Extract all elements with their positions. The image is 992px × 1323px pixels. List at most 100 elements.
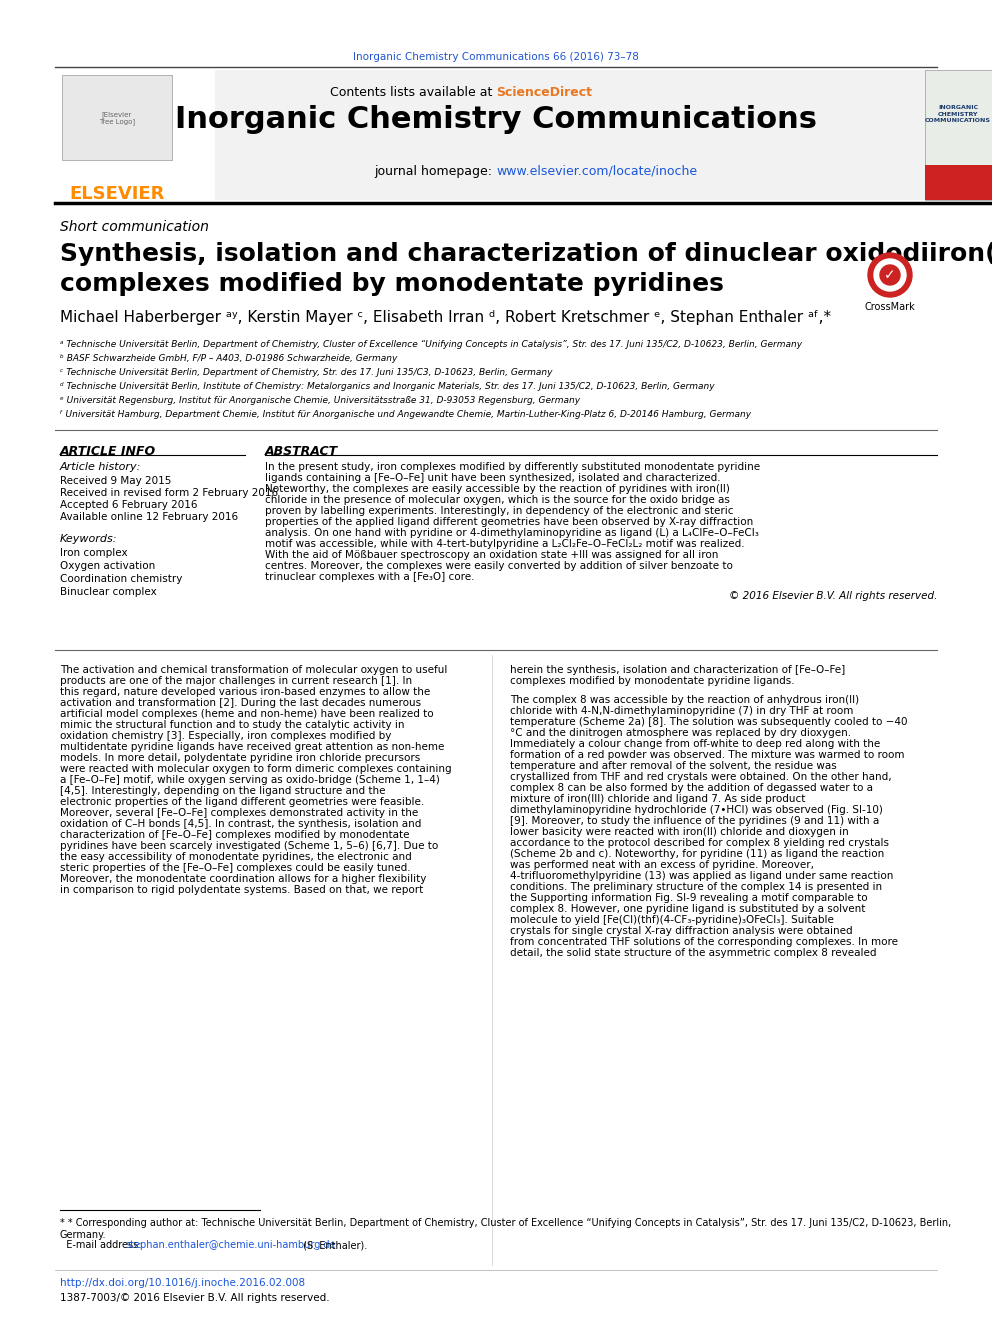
Text: temperature and after removal of the solvent, the residue was: temperature and after removal of the sol… xyxy=(510,761,836,771)
Text: lower basicity were reacted with iron(II) chloride and dioxygen in: lower basicity were reacted with iron(II… xyxy=(510,827,849,837)
Text: [4,5]. Interestingly, depending on the ligand structure and the: [4,5]. Interestingly, depending on the l… xyxy=(60,786,386,796)
Text: the Supporting information Fig. Sl-9 revealing a motif comparable to: the Supporting information Fig. Sl-9 rev… xyxy=(510,893,868,904)
Text: * * Corresponding author at: Technische Universität Berlin, Department of Chemis: * * Corresponding author at: Technische … xyxy=(60,1218,951,1240)
Circle shape xyxy=(880,265,900,284)
Text: ELSEVIER: ELSEVIER xyxy=(69,185,165,202)
Text: ᵇ BASF Schwarzheide GmbH, F/P – A403, D-01986 Schwarzheide, Germany: ᵇ BASF Schwarzheide GmbH, F/P – A403, D-… xyxy=(60,355,398,363)
Bar xyxy=(62,75,172,160)
Text: mixture of iron(III) chloride and ligand 7. As side product: mixture of iron(III) chloride and ligand… xyxy=(510,794,806,804)
Text: 4-trifluoromethylpyridine (13) was applied as ligand under same reaction: 4-trifluoromethylpyridine (13) was appli… xyxy=(510,871,894,881)
Text: in comparison to rigid polydentate systems. Based on that, we report: in comparison to rigid polydentate syste… xyxy=(60,885,424,894)
Text: steric properties of the [Fe–O–Fe] complexes could be easily tuned.: steric properties of the [Fe–O–Fe] compl… xyxy=(60,863,411,873)
Text: crystals for single crystal X-ray diffraction analysis were obtained: crystals for single crystal X-ray diffra… xyxy=(510,926,853,935)
Text: crystallized from THF and red crystals were obtained. On the other hand,: crystallized from THF and red crystals w… xyxy=(510,773,892,782)
Text: activation and transformation [2]. During the last decades numerous: activation and transformation [2]. Durin… xyxy=(60,699,422,708)
Text: formation of a red powder was observed. The mixture was warmed to room: formation of a red powder was observed. … xyxy=(510,750,905,759)
Text: centres. Moreover, the complexes were easily converted by addition of silver ben: centres. Moreover, the complexes were ea… xyxy=(265,561,733,572)
Text: complexes modified by monodentate pyridines: complexes modified by monodentate pyridi… xyxy=(60,273,724,296)
Text: Accepted 6 February 2016: Accepted 6 February 2016 xyxy=(60,500,197,509)
Text: The activation and chemical transformation of molecular oxygen to useful: The activation and chemical transformati… xyxy=(60,665,447,675)
Text: ᵉ Universität Regensburg, Institut für Anorganische Chemie, Universitätsstraße 3: ᵉ Universität Regensburg, Institut für A… xyxy=(60,396,580,405)
Text: electronic properties of the ligand different geometries were feasible.: electronic properties of the ligand diff… xyxy=(60,796,425,807)
Text: chloride with 4-N,N-dimethylaminopyridine (7) in dry THF at room: chloride with 4-N,N-dimethylaminopyridin… xyxy=(510,706,853,716)
Text: Moreover, the monodentate coordination allows for a higher flexibility: Moreover, the monodentate coordination a… xyxy=(60,875,427,884)
Text: complex 8. However, one pyridine ligand is substituted by a solvent: complex 8. However, one pyridine ligand … xyxy=(510,904,865,914)
Text: Short communication: Short communication xyxy=(60,220,209,234)
Text: Iron complex: Iron complex xyxy=(60,548,128,558)
Text: Received 9 May 2015: Received 9 May 2015 xyxy=(60,476,172,486)
Text: [Elsevier
Tree Logo]: [Elsevier Tree Logo] xyxy=(99,111,135,126)
Text: [9]. Moreover, to study the influence of the pyridines (9 and 11) with a: [9]. Moreover, to study the influence of… xyxy=(510,816,879,826)
Text: ᵈ Technische Universität Berlin, Institute of Chemistry: Metalorganics and Inorg: ᵈ Technische Universität Berlin, Institu… xyxy=(60,382,714,392)
Text: Immediately a colour change from off-white to deep red along with the: Immediately a colour change from off-whi… xyxy=(510,740,880,749)
Text: were reacted with molecular oxygen to form dimeric complexes containing: were reacted with molecular oxygen to fo… xyxy=(60,763,451,774)
Text: Inorganic Chemistry Communications: Inorganic Chemistry Communications xyxy=(175,105,817,134)
Text: © 2016 Elsevier B.V. All rights reserved.: © 2016 Elsevier B.V. All rights reserved… xyxy=(729,591,937,601)
Text: was performed neat with an excess of pyridine. Moreover,: was performed neat with an excess of pyr… xyxy=(510,860,814,871)
Text: multidentate pyridine ligands have received great attention as non-heme: multidentate pyridine ligands have recei… xyxy=(60,742,444,751)
Text: Keywords:: Keywords: xyxy=(60,534,117,544)
Text: Article history:: Article history: xyxy=(60,462,142,472)
Text: Contents lists available at: Contents lists available at xyxy=(329,86,496,99)
Text: ARTICLE INFO: ARTICLE INFO xyxy=(60,445,156,458)
Text: motif was accessible, while with 4-tert-butylpyridine a L₂Cl₂Fe–O–FeCl₂L₂ motif : motif was accessible, while with 4-tert-… xyxy=(265,538,745,549)
Text: mimic the structural function and to study the catalytic activity in: mimic the structural function and to stu… xyxy=(60,720,405,730)
Text: artificial model complexes (heme and non-heme) have been realized to: artificial model complexes (heme and non… xyxy=(60,709,434,718)
Text: pyridines have been scarcely investigated (Scheme 1, 5–6) [6,7]. Due to: pyridines have been scarcely investigate… xyxy=(60,841,438,851)
Text: In the present study, iron complexes modified by differently substituted monoden: In the present study, iron complexes mod… xyxy=(265,462,760,472)
Text: this regard, nature developed various iron-based enzymes to allow the: this regard, nature developed various ir… xyxy=(60,687,431,697)
Text: 1387-7003/© 2016 Elsevier B.V. All rights reserved.: 1387-7003/© 2016 Elsevier B.V. All right… xyxy=(60,1293,329,1303)
Text: trinuclear complexes with a [Fe₃O] core.: trinuclear complexes with a [Fe₃O] core. xyxy=(265,572,474,582)
Text: journal homepage:: journal homepage: xyxy=(374,165,496,179)
Text: oxidation chemistry [3]. Especially, iron complexes modified by: oxidation chemistry [3]. Especially, iro… xyxy=(60,732,392,741)
Text: complex 8 can be also formed by the addition of degassed water to a: complex 8 can be also formed by the addi… xyxy=(510,783,873,792)
Text: Binuclear complex: Binuclear complex xyxy=(60,587,157,597)
Text: conditions. The preliminary structure of the complex 14 is presented in: conditions. The preliminary structure of… xyxy=(510,882,882,892)
Text: stephan.enthaler@chemie.uni-hamburg.de: stephan.enthaler@chemie.uni-hamburg.de xyxy=(125,1240,335,1250)
Text: Oxygen activation: Oxygen activation xyxy=(60,561,156,572)
Text: properties of the applied ligand different geometries have been observed by X-ra: properties of the applied ligand differe… xyxy=(265,517,753,527)
Text: ᶠ Universität Hamburg, Department Chemie, Institut für Anorganische und Angewand: ᶠ Universität Hamburg, Department Chemie… xyxy=(60,410,751,419)
Text: analysis. On one hand with pyridine or 4-dimethylaminopyridine as ligand (L) a L: analysis. On one hand with pyridine or 4… xyxy=(265,528,759,538)
Text: temperature (Scheme 2a) [8]. The solution was subsequently cooled to −40: temperature (Scheme 2a) [8]. The solutio… xyxy=(510,717,908,728)
Circle shape xyxy=(868,253,912,296)
Text: herein the synthesis, isolation and characterization of [Fe–O–Fe]: herein the synthesis, isolation and char… xyxy=(510,665,845,675)
Bar xyxy=(925,70,992,200)
Text: detail, the solid state structure of the asymmetric complex 8 revealed: detail, the solid state structure of the… xyxy=(510,949,877,958)
Text: chloride in the presence of molecular oxygen, which is the source for the oxido : chloride in the presence of molecular ox… xyxy=(265,495,730,505)
Text: ScienceDirect: ScienceDirect xyxy=(496,86,592,99)
Text: characterization of [Fe–O–Fe] complexes modified by monodentate: characterization of [Fe–O–Fe] complexes … xyxy=(60,830,410,840)
Text: Coordination chemistry: Coordination chemistry xyxy=(60,574,183,583)
Text: www.elsevier.com/locate/inoche: www.elsevier.com/locate/inoche xyxy=(496,165,697,179)
Text: The complex 8 was accessible by the reaction of anhydrous iron(II): The complex 8 was accessible by the reac… xyxy=(510,695,859,705)
Text: Synthesis, isolation and characterization of dinuclear oxidodiiron(III): Synthesis, isolation and characterizatio… xyxy=(60,242,992,266)
Text: CrossMark: CrossMark xyxy=(865,302,916,312)
Text: ABSTRACT: ABSTRACT xyxy=(265,445,338,458)
Text: a [Fe–O–Fe] motif, while oxygen serving as oxido-bridge (Scheme 1, 1–4): a [Fe–O–Fe] motif, while oxygen serving … xyxy=(60,775,439,785)
Text: (Scheme 2b and c). Noteworthy, for pyridine (11) as ligand the reaction: (Scheme 2b and c). Noteworthy, for pyrid… xyxy=(510,849,884,859)
Text: http://dx.doi.org/10.1016/j.inoche.2016.02.008: http://dx.doi.org/10.1016/j.inoche.2016.… xyxy=(60,1278,306,1289)
Text: E-mail address:: E-mail address: xyxy=(60,1240,145,1250)
Text: INORGANIC
CHEMISTRY
COMMUNICATIONS: INORGANIC CHEMISTRY COMMUNICATIONS xyxy=(925,105,991,123)
Text: oxidation of C–H bonds [4,5]. In contrast, the synthesis, isolation and: oxidation of C–H bonds [4,5]. In contras… xyxy=(60,819,422,830)
Text: Moreover, several [Fe–O–Fe] complexes demonstrated activity in the: Moreover, several [Fe–O–Fe] complexes de… xyxy=(60,808,419,818)
Text: accordance to the protocol described for complex 8 yielding red crystals: accordance to the protocol described for… xyxy=(510,837,889,848)
Text: products are one of the major challenges in current research [1]. In: products are one of the major challenges… xyxy=(60,676,412,687)
Text: (S. Enthaler).: (S. Enthaler). xyxy=(300,1240,367,1250)
Bar xyxy=(925,165,992,200)
Text: Noteworthy, the complexes are easily accessible by the reaction of pyridines wit: Noteworthy, the complexes are easily acc… xyxy=(265,484,730,493)
Bar xyxy=(55,70,215,200)
Text: from concentrated THF solutions of the corresponding complexes. In more: from concentrated THF solutions of the c… xyxy=(510,937,898,947)
Text: Inorganic Chemistry Communications 66 (2016) 73–78: Inorganic Chemistry Communications 66 (2… xyxy=(353,52,639,62)
Text: ligands containing a [Fe–O–Fe] unit have been synthesized, isolated and characte: ligands containing a [Fe–O–Fe] unit have… xyxy=(265,474,720,483)
Text: Michael Haberberger ᵃʸ, Kerstin Mayer ᶜ, Elisabeth Irran ᵈ, Robert Kretschmer ᵉ,: Michael Haberberger ᵃʸ, Kerstin Mayer ᶜ,… xyxy=(60,310,831,325)
Text: proven by labelling experiments. Interestingly, in dependency of the electronic : proven by labelling experiments. Interes… xyxy=(265,505,733,516)
Text: complexes modified by monodentate pyridine ligands.: complexes modified by monodentate pyridi… xyxy=(510,676,795,687)
Text: dimethylaminopyridine hydrochloride (7•HCl) was observed (Fig. Sl-10): dimethylaminopyridine hydrochloride (7•H… xyxy=(510,804,883,815)
Text: ✓: ✓ xyxy=(884,269,896,282)
Text: °C and the dinitrogen atmosphere was replaced by dry dioxygen.: °C and the dinitrogen atmosphere was rep… xyxy=(510,728,851,738)
Text: molecule to yield [Fe(Cl)(thf)(4-CF₃-pyridine)₃OFeCl₃]. Suitable: molecule to yield [Fe(Cl)(thf)(4-CF₃-pyr… xyxy=(510,916,834,925)
Text: the easy accessibility of monodentate pyridines, the electronic and: the easy accessibility of monodentate py… xyxy=(60,852,412,863)
Text: Available online 12 February 2016: Available online 12 February 2016 xyxy=(60,512,238,523)
Text: With the aid of Mößbauer spectroscopy an oxidation state +III was assigned for a: With the aid of Mößbauer spectroscopy an… xyxy=(265,550,718,560)
